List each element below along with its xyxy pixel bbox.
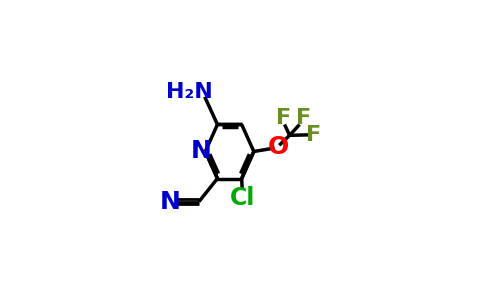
Text: Cl: Cl	[230, 186, 256, 210]
Text: N: N	[191, 140, 212, 164]
Text: O: O	[268, 135, 288, 159]
Text: F: F	[296, 109, 311, 128]
Text: H₂N: H₂N	[166, 82, 212, 102]
Text: F: F	[306, 125, 321, 145]
Text: F: F	[276, 109, 291, 128]
Text: N: N	[160, 190, 181, 214]
